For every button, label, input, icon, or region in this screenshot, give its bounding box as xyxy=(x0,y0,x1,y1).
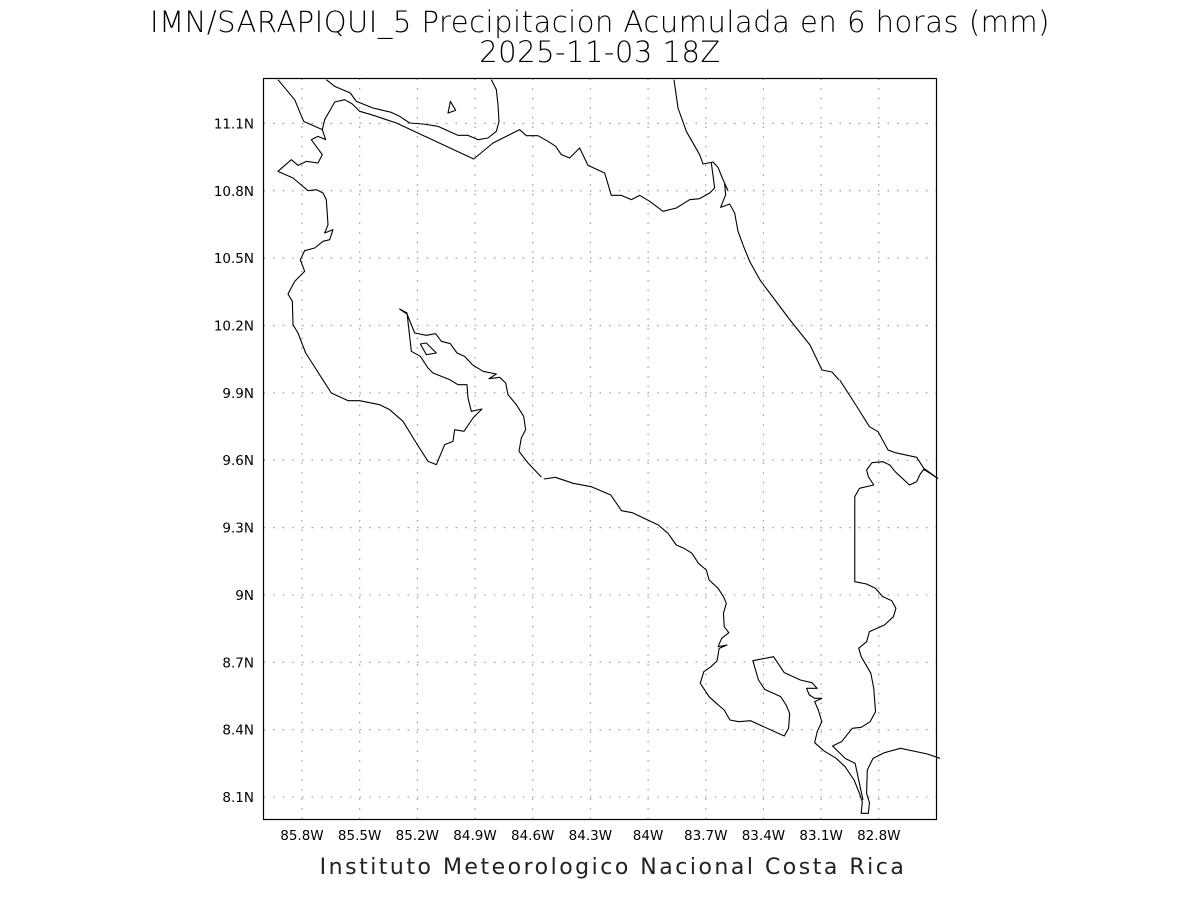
lat-tick-label: 10.5N xyxy=(214,251,254,267)
lat-tick-label: 9N xyxy=(235,588,254,604)
northern-border xyxy=(322,100,714,212)
lon-tick-label: 85.8W xyxy=(280,828,323,844)
lat-tick-label: 8.1N xyxy=(222,790,254,806)
lon-tick-label: 83.1W xyxy=(799,828,842,844)
gulf-island xyxy=(420,343,436,355)
pacific-coast-north xyxy=(278,80,541,477)
lon-tick-label: 85.5W xyxy=(338,828,381,844)
caribbean-coast-south xyxy=(840,380,938,479)
lat-tick-label: 10.8N xyxy=(214,184,254,200)
lat-tick-label: 9.9N xyxy=(222,386,254,402)
coastlines xyxy=(278,80,940,814)
lon-tick-label: 85.2W xyxy=(396,828,439,844)
lat-tick-label: 8.4N xyxy=(222,723,254,739)
panama-border xyxy=(833,462,939,800)
lake-nicaragua-shore xyxy=(326,80,499,140)
lon-tick-label: 82.8W xyxy=(857,828,900,844)
pacific-coast-south xyxy=(544,477,940,813)
caribbean-coast-north xyxy=(674,80,743,245)
gridlines xyxy=(263,78,937,820)
lake-island xyxy=(448,101,456,113)
lon-tick-label: 83.4W xyxy=(742,828,785,844)
lat-tick-label: 9.3N xyxy=(222,521,254,537)
lat-tick-label: 8.7N xyxy=(222,655,254,671)
tick-labels: 85.8W 85.5W 85.2W 84.9W 84.6W 84.3W 84W 83.7W 83… xyxy=(214,116,901,844)
map-title: IMN/SARAPIQUI_5 Precipitacion Acumulada … xyxy=(150,5,1050,39)
map-datetime: 2025-11-03 18Z xyxy=(479,35,721,69)
lon-tick-label: 83.7W xyxy=(684,828,727,844)
lon-tick-label: 84.3W xyxy=(569,828,612,844)
caribbean-coast-mid xyxy=(743,245,839,380)
lon-tick-label: 84.9W xyxy=(453,828,496,844)
lon-tick-label: 84.6W xyxy=(511,828,554,844)
footer-credit: Instituto Meteorologico Nacional Costa R… xyxy=(319,855,907,880)
lat-tick-label: 10.2N xyxy=(214,319,254,335)
lat-tick-label: 9.6N xyxy=(222,453,254,469)
lat-tick-label: 11.1N xyxy=(214,116,254,132)
map-frame xyxy=(262,77,938,821)
lon-tick-label: 84W xyxy=(633,828,664,844)
